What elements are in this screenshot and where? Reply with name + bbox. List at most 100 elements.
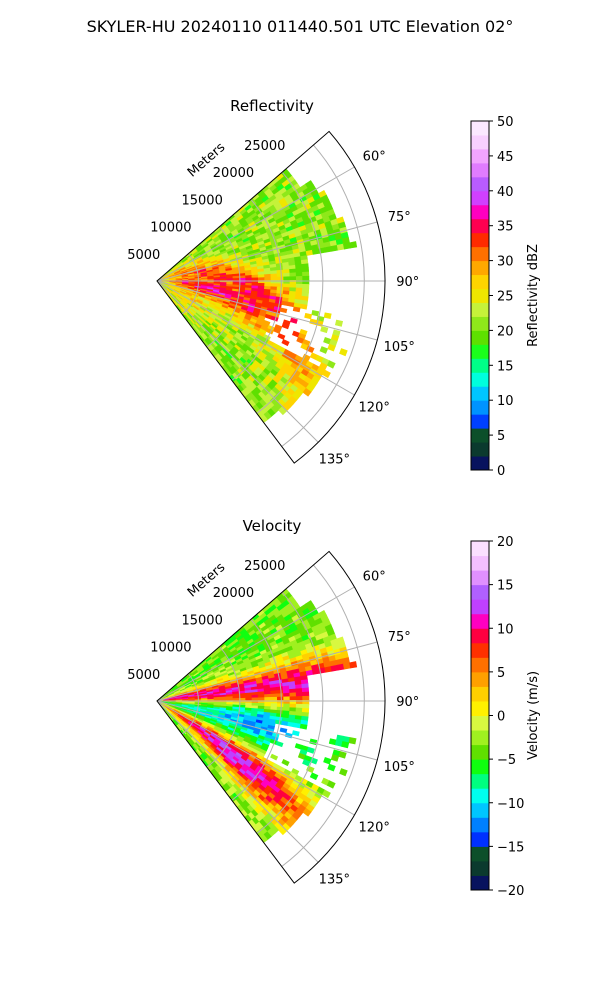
radial-tick-label: 15000	[181, 193, 222, 208]
colorbar-tick-label: −5	[497, 753, 516, 768]
data-cell	[310, 773, 318, 780]
reflectivity-panel: Reflectivity500010000150002000025000Mete…	[127, 97, 541, 479]
data-cell	[271, 694, 277, 697]
data-cell	[282, 339, 289, 345]
colorbar-tick-label: 25	[497, 290, 514, 305]
colorbar-label: Reflectivity dBZ	[526, 244, 541, 347]
radial-tick-label: 25000	[244, 139, 285, 154]
data-cell	[331, 245, 338, 251]
colorbar-swatch	[471, 846, 489, 861]
colorbar-tick-label: 0	[497, 464, 505, 479]
data-cell	[290, 697, 296, 701]
data-cell	[275, 720, 282, 724]
angle-tick-label: 135°	[319, 452, 350, 467]
data-cell	[307, 747, 314, 753]
angle-tick-label: 90°	[396, 275, 419, 290]
data-cell	[233, 278, 239, 280]
data-cell	[284, 277, 290, 281]
angle-tick-label: 60°	[363, 150, 386, 165]
data-cell	[296, 276, 302, 280]
data-cell	[246, 278, 252, 281]
radial-tick-label: 20000	[213, 586, 254, 601]
colorbar-swatch	[471, 643, 489, 658]
data-cell	[258, 698, 264, 701]
colorbar-swatch	[471, 330, 489, 344]
radial-tick-label: 20000	[213, 166, 254, 181]
data-cell	[264, 274, 270, 277]
data-cell	[325, 246, 332, 252]
data-cell	[350, 242, 357, 249]
data-cell	[303, 276, 309, 280]
colorbar-swatch	[471, 386, 489, 400]
radial-tick-label: 5000	[127, 668, 160, 683]
data-cell	[290, 273, 296, 277]
angle-tick-label: 75°	[388, 630, 411, 645]
data-cell	[302, 688, 309, 693]
colorbar-swatch	[471, 302, 489, 316]
angle-tick-label: 75°	[388, 210, 411, 225]
colorbar-tick-label: 35	[497, 220, 514, 235]
data-cell	[350, 662, 357, 669]
colorbar-swatch	[471, 672, 489, 687]
data-cell	[339, 348, 347, 355]
data-cell	[270, 754, 277, 760]
data-cell	[302, 284, 308, 288]
colorbar-tick-label: 5	[497, 666, 505, 681]
data-cell	[290, 277, 296, 281]
data-cell	[277, 273, 283, 277]
colorbar-tick-label: −10	[497, 797, 524, 812]
angle-tick-label: 135°	[319, 872, 350, 887]
colorbar-swatch	[471, 832, 489, 847]
data-cell	[290, 284, 296, 288]
data-cell	[296, 268, 303, 272]
data-cell	[283, 273, 289, 277]
data-cell	[277, 693, 283, 697]
radial-tick-label: 25000	[244, 559, 285, 574]
colorbar-swatch	[471, 456, 489, 470]
colorbar-swatch	[471, 163, 489, 177]
data-cell	[324, 757, 332, 764]
data-cell	[296, 696, 302, 700]
colorbar-swatch	[471, 817, 489, 832]
data-cell	[280, 728, 287, 733]
colorbar-swatch	[471, 556, 489, 571]
data-cell	[302, 268, 309, 273]
data-cell	[246, 698, 252, 701]
data-cell	[288, 722, 295, 727]
colorbar-tick-label: 15	[497, 579, 514, 594]
data-cell	[335, 320, 342, 326]
data-cell	[349, 737, 356, 744]
colorbar-swatch	[471, 344, 489, 358]
data-cell	[294, 723, 301, 728]
radial-tick-label: 5000	[127, 248, 160, 263]
data-cell	[264, 694, 270, 697]
data-cell	[320, 346, 328, 353]
data-cell	[233, 698, 239, 700]
data-cell	[288, 302, 295, 307]
colorbar-tick-label: 15	[497, 359, 514, 374]
colorbar-swatch	[471, 686, 489, 701]
colorbar-label: Velocity (m/s)	[526, 671, 541, 760]
data-cell	[258, 278, 264, 281]
figure-title: SKYLER-HU 20240110 011440.501 UTC Elevat…	[87, 17, 514, 36]
radial-tick-label: 10000	[150, 221, 191, 236]
colorbar-swatch	[471, 358, 489, 372]
colorbar-tick-label: 30	[497, 255, 514, 270]
colorbar-tick-label: 40	[497, 185, 514, 200]
colorbar-tick-label: 10	[497, 622, 514, 637]
colorbar-tick-label: 20	[497, 535, 514, 550]
colorbar-swatch	[471, 788, 489, 803]
data-cell	[303, 696, 309, 700]
data-cell	[296, 284, 302, 288]
data-cell	[325, 666, 332, 672]
colorbar-swatch	[471, 701, 489, 716]
data-cell	[276, 741, 283, 746]
data-cell	[293, 307, 300, 312]
data-cell	[339, 768, 347, 775]
data-cell	[324, 313, 331, 319]
colorbar-swatch	[471, 774, 489, 789]
angle-tick-label: 105°	[384, 760, 415, 775]
colorbar-swatch	[471, 442, 489, 456]
